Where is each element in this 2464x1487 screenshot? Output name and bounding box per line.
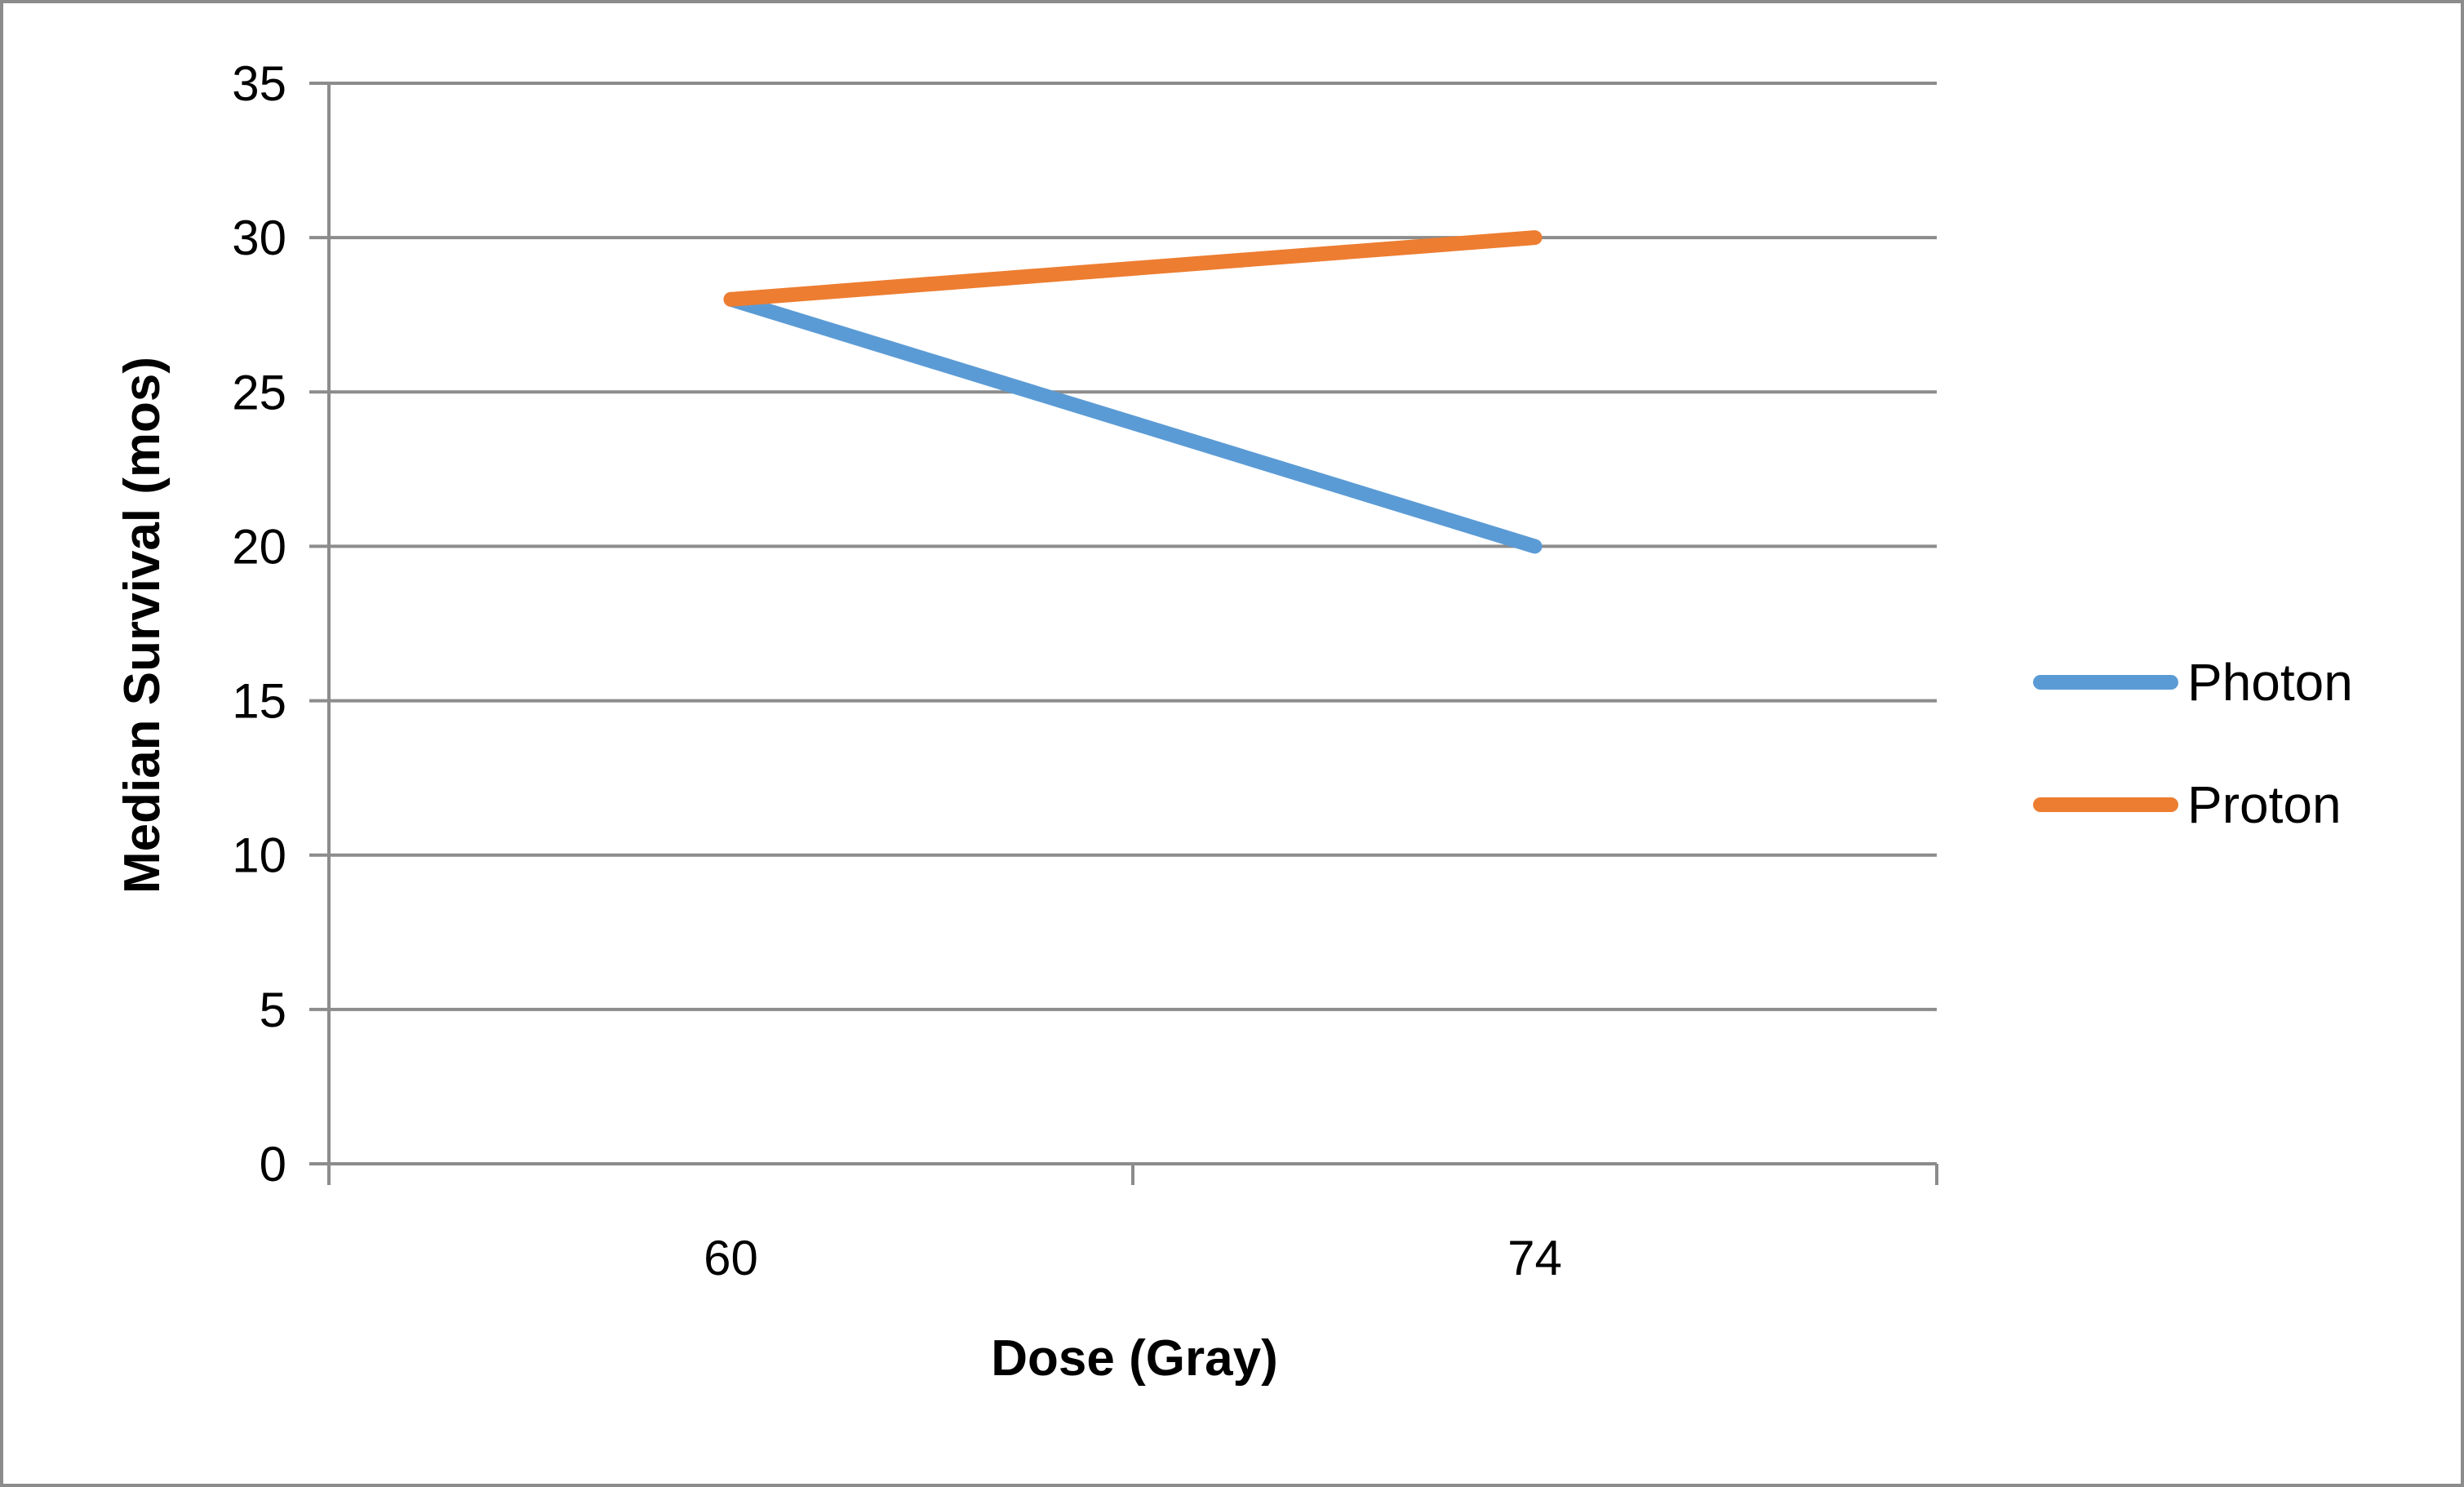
y-tick-label: 30: [232, 211, 286, 265]
x-axis-title: Dose (Gray): [991, 1330, 1277, 1387]
legend-label-photon: Photon: [2187, 653, 2353, 712]
x-tick-label: 74: [1507, 1231, 1562, 1285]
y-tick-label: 5: [260, 983, 286, 1037]
series-line-proton: [723, 230, 1543, 307]
y-tick-label: 0: [260, 1137, 286, 1192]
x-tick-labels: 60 74: [704, 1231, 1562, 1285]
series-line-photon: [723, 291, 1543, 554]
axes: [309, 82, 1938, 1185]
x-tick-label: 60: [704, 1231, 758, 1285]
y-tick-label: 35: [232, 56, 286, 111]
y-tick-label: 10: [232, 828, 286, 883]
y-tick-label: 15: [232, 674, 286, 729]
legend: Photon Proton: [2033, 653, 2353, 834]
y-tick-label: 25: [232, 365, 286, 419]
series-lines: [723, 230, 1543, 554]
gridlines: [329, 82, 1937, 1011]
y-axis-title: Median Survival (mos): [114, 357, 171, 894]
legend-label-proton: Proton: [2187, 775, 2342, 834]
y-tick-labels: 0 5 10 15 20 25 30 35: [232, 56, 286, 1192]
y-tick-label: 20: [232, 519, 286, 574]
